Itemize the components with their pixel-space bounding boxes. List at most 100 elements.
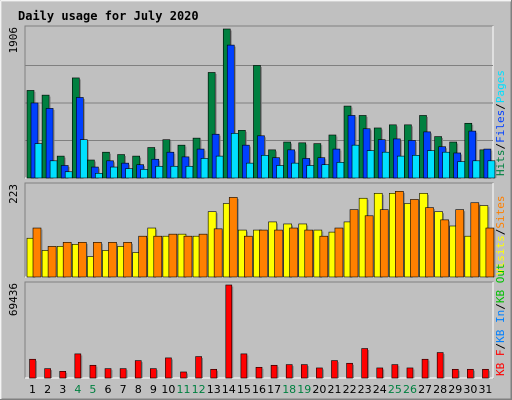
bar-pages-day-30-face xyxy=(472,160,481,179)
bar-sites-day-21 xyxy=(334,227,345,278)
bar-kb-f-day-14 xyxy=(225,284,234,379)
bar-sites-day-3 xyxy=(62,242,73,278)
bar-kb-f-day-3-face xyxy=(59,371,67,379)
bar-kb-f-day-22-face xyxy=(346,362,353,379)
x-tick-label-12: 12 xyxy=(192,383,206,396)
bar-pages-day-19-face xyxy=(306,165,315,179)
bar-kb-f-day-5 xyxy=(89,364,98,379)
bar-sites-day-2-face xyxy=(47,246,57,278)
bar-pages-day-12 xyxy=(200,158,210,179)
bar-hits-day-13-face xyxy=(207,72,216,179)
bar-pages-day-20 xyxy=(321,164,331,179)
bar-pages-day-6 xyxy=(110,166,119,179)
bar-sites-day-27 xyxy=(425,207,435,278)
bar-kb-f-day-21 xyxy=(331,360,339,379)
x-tick-label-31: 31 xyxy=(478,383,492,396)
legend-item-pages: Pages xyxy=(494,70,507,103)
bar-sites-day-25 xyxy=(395,191,405,278)
bar-sites-day-7-face xyxy=(123,242,132,278)
bar-pages-day-8-face xyxy=(140,169,148,179)
bar-pages-day-10 xyxy=(170,165,180,179)
legend-item-hits: Hits xyxy=(494,150,507,177)
bar-sites-day-28 xyxy=(440,219,451,278)
y-max-label-hits-files-pages: 1906 xyxy=(7,27,20,54)
bar-kb-f-day-15 xyxy=(240,353,249,379)
bar-kb-f-day-24 xyxy=(376,367,385,379)
bar-kb-f-day-8 xyxy=(134,360,143,379)
bar-pages-day-5 xyxy=(95,173,104,179)
bar-pages-day-11 xyxy=(185,165,195,179)
bar-kb-f-day-27-face xyxy=(421,358,429,379)
bar-sites-day-27-face xyxy=(425,207,434,278)
bar-kb-f-day-15-face xyxy=(240,353,248,379)
bar-pages-day-24-face xyxy=(381,151,390,179)
bar-kb-f-day-9-face xyxy=(150,368,157,379)
bar-pages-day-25-face xyxy=(397,155,405,179)
bar-sites-day-17-face xyxy=(274,229,283,278)
bar-pages-day-20-face xyxy=(321,164,330,179)
bar-kb-f-day-14-face xyxy=(225,284,233,379)
bar-pages-day-4 xyxy=(79,139,89,179)
bar-sites-day-20 xyxy=(319,235,330,278)
bar-sites-day-24 xyxy=(379,209,390,278)
bar-kb-f-day-18-face xyxy=(285,364,293,379)
bar-kb-f-day-11 xyxy=(180,371,188,379)
x-tick-label-30: 30 xyxy=(463,383,477,396)
bar-kb-f-day-21-face xyxy=(331,360,338,379)
legend-kbytes: KB F/KB In/KB Out xyxy=(494,263,507,376)
bar-kb-f-day-28 xyxy=(436,352,445,379)
legend-item-kb-f: KB F xyxy=(494,350,507,377)
x-tick-label-26: 26 xyxy=(403,383,417,396)
legend-item-kb-out: KB Out xyxy=(494,263,507,303)
bar-kb-f-day-13 xyxy=(210,368,219,379)
bar-sites-day-11-face xyxy=(183,235,193,278)
legend-sep: / xyxy=(494,343,507,350)
bar-sites-day-13 xyxy=(213,228,224,278)
x-tick-label-7: 7 xyxy=(120,383,127,396)
bar-files-day-10-face xyxy=(166,151,175,179)
bar-kb-f-day-30-face xyxy=(467,368,474,379)
x-tick-label-27: 27 xyxy=(418,383,432,396)
bar-pages-day-14 xyxy=(230,133,240,179)
bar-kb-f-day-24-face xyxy=(376,367,384,379)
x-tick-label-28: 28 xyxy=(433,383,447,396)
bar-kb-f-day-19 xyxy=(300,364,309,379)
bar-sites-day-9-face xyxy=(153,235,163,278)
bar-sites-day-12 xyxy=(198,233,209,278)
x-tick-label-23: 23 xyxy=(358,383,372,396)
bar-kb-f-day-10 xyxy=(165,357,173,379)
bar-kb-f-day-16-face xyxy=(255,366,263,379)
x-tick-label-11: 11 xyxy=(177,383,191,396)
bar-sites-day-1-face xyxy=(32,227,42,278)
x-tick-label-5: 5 xyxy=(89,383,96,396)
bar-sites-day-14-face xyxy=(228,197,238,278)
bar-kb-f-day-3 xyxy=(59,371,68,379)
bar-pages-day-1-face xyxy=(34,143,43,179)
legend-sep: / xyxy=(494,103,507,110)
bar-files-day-5-face xyxy=(91,166,99,179)
bar-kb-f-day-10-face xyxy=(165,357,172,379)
bar-pages-day-4-face xyxy=(79,139,88,179)
bar-pages-day-31-face xyxy=(487,160,496,179)
bar-pages-day-12-face xyxy=(200,158,209,179)
bar-pages-day-30 xyxy=(472,160,482,179)
bar-kb-f-day-30 xyxy=(467,368,475,379)
bar-pages-day-29-face xyxy=(457,161,466,179)
bar-sites-day-9 xyxy=(153,235,164,278)
bar-sites-day-22-face xyxy=(349,209,359,278)
bar-sites-day-12-face xyxy=(198,233,208,278)
bar-pages-day-17-face xyxy=(276,165,284,179)
x-tick-label-22: 22 xyxy=(343,383,357,396)
bar-pages-day-23-face xyxy=(366,150,375,179)
x-tick-label-10: 10 xyxy=(161,383,175,396)
legend-sep: / xyxy=(494,229,507,236)
legend-item-sites: Sites xyxy=(494,196,507,229)
bar-kb-f-day-6-face xyxy=(104,368,112,379)
bar-sites-day-16 xyxy=(259,229,269,278)
legend-item-files: Files xyxy=(494,110,507,143)
x-tick-label-1: 1 xyxy=(29,383,36,396)
bar-kb-f-day-4-face xyxy=(74,353,82,379)
bar-pages-day-9 xyxy=(155,165,165,179)
